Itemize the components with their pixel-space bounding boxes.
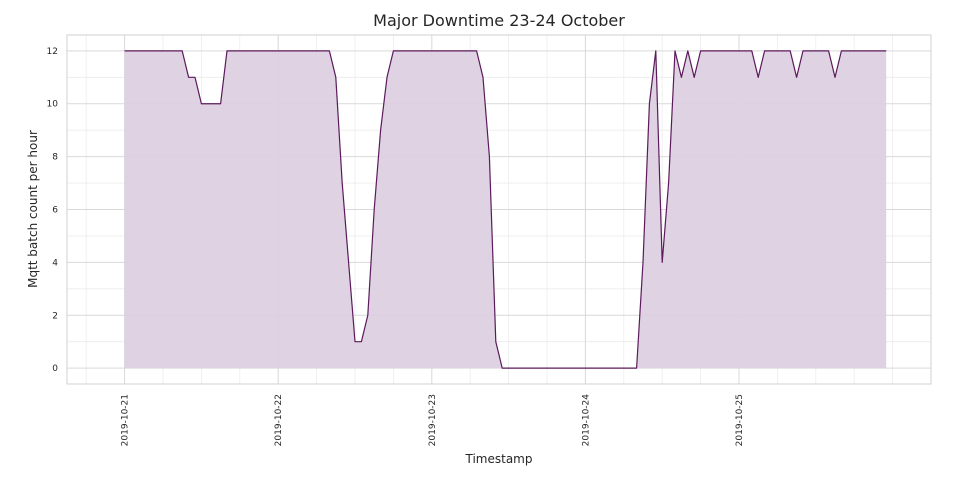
y-tick-label: 10 <box>47 100 59 110</box>
y-tick-label: 6 <box>52 206 58 216</box>
y-axis-label: Mqtt batch count per hour <box>26 130 40 288</box>
x-tick-labels: 2019-10-21 2019-10-22 2019-10-23 2019-10-24… <box>121 394 745 447</box>
data-point <box>661 261 664 264</box>
data-point <box>654 49 657 52</box>
data-point <box>667 182 670 185</box>
data-point <box>642 261 645 264</box>
data-point <box>648 102 651 105</box>
data-point <box>373 208 376 211</box>
data-point <box>750 49 753 52</box>
data-point <box>686 49 689 52</box>
data-point <box>840 49 843 52</box>
x-tick-label: 2019-10-23 <box>428 394 438 446</box>
data-point <box>187 76 190 79</box>
data-point <box>386 76 389 79</box>
data-point <box>194 76 197 79</box>
data-point <box>501 367 504 370</box>
data-point <box>181 49 184 52</box>
x-tick-label: 2019-10-25 <box>735 394 745 446</box>
series-layer <box>123 49 888 370</box>
data-point <box>635 367 638 370</box>
y-tick-label: 0 <box>52 364 58 374</box>
data-point <box>347 261 350 264</box>
data-point <box>488 155 491 158</box>
data-point <box>693 76 696 79</box>
data-point <box>680 76 683 79</box>
series-line <box>124 50 887 369</box>
data-point <box>360 340 363 343</box>
x-tick-label: 2019-10-24 <box>581 394 591 447</box>
data-point <box>226 49 229 52</box>
data-point <box>200 102 203 105</box>
y-tick-label: 2 <box>52 311 58 321</box>
x-tick-label: 2019-10-21 <box>121 394 131 446</box>
data-point <box>475 49 478 52</box>
series-area-fill <box>124 50 887 369</box>
data-point <box>334 76 337 79</box>
data-point <box>674 49 677 52</box>
data-point <box>699 49 702 52</box>
data-point <box>219 102 222 105</box>
data-point <box>795 76 798 79</box>
data-point <box>834 76 837 79</box>
data-point <box>482 76 485 79</box>
data-point <box>789 49 792 52</box>
y-tick-label: 12 <box>47 47 58 57</box>
data-point <box>379 129 382 132</box>
y-tick-labels: 0 2 4 6 8 10 12 <box>47 47 59 374</box>
y-tick-label: 8 <box>52 153 58 163</box>
data-point <box>827 49 830 52</box>
data-point <box>328 49 331 52</box>
data-point <box>494 340 497 343</box>
data-point <box>885 49 888 52</box>
data-point <box>802 49 805 52</box>
data-point <box>757 76 760 79</box>
x-tick-label: 2019-10-22 <box>274 394 284 446</box>
data-point <box>366 314 369 317</box>
x-axis-label: Timestamp <box>465 452 533 466</box>
data-point <box>354 340 357 343</box>
y-tick-label: 4 <box>52 258 58 268</box>
chart-title: Major Downtime 23-24 October <box>373 11 625 30</box>
plot-frame <box>66 34 932 385</box>
data-point <box>763 49 766 52</box>
data-point <box>341 182 344 185</box>
data-point <box>123 49 126 52</box>
data-point <box>392 49 395 52</box>
